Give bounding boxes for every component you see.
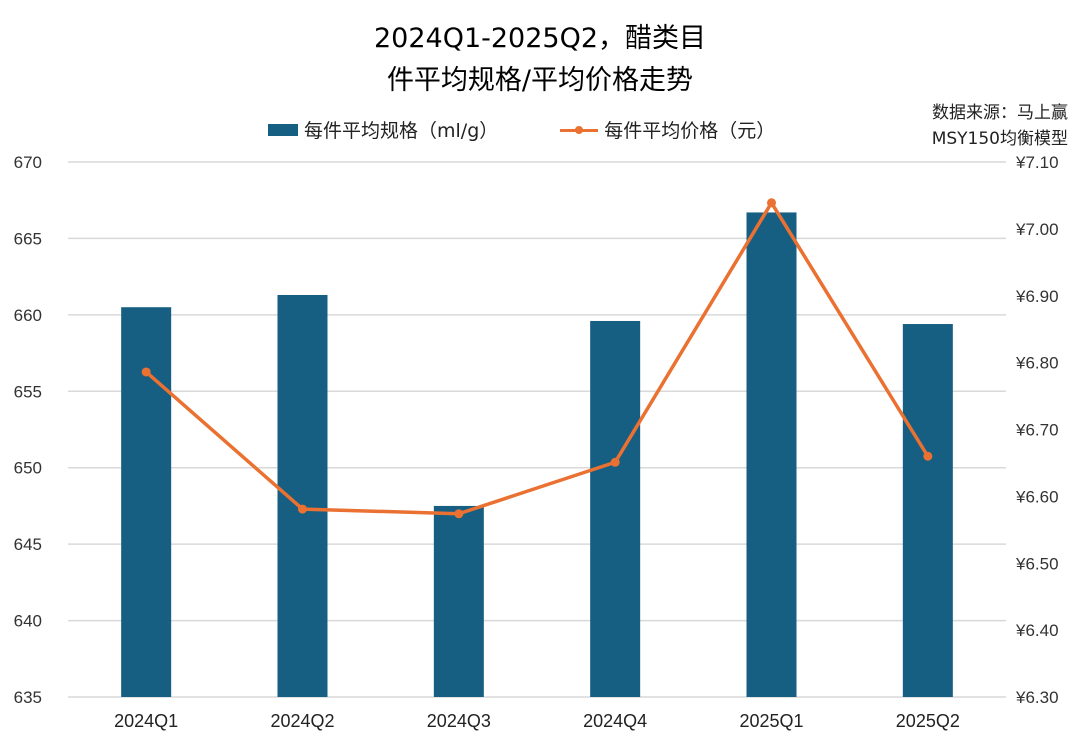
- y-right-tick-label: ¥6.30: [1015, 688, 1059, 707]
- bar: [433, 505, 484, 697]
- price-point: [610, 457, 620, 467]
- y-right-tick-label: ¥6.70: [1015, 421, 1059, 440]
- x-tick-label: 2024Q2: [270, 711, 334, 731]
- x-tick-label: 2025Q1: [739, 711, 803, 731]
- y-right-tick-label: ¥6.80: [1015, 354, 1059, 373]
- price-point: [141, 367, 151, 377]
- y-right-tick-label: ¥7.10: [1015, 153, 1059, 172]
- source-line2: MSY150均衡模型: [931, 129, 1068, 149]
- y-left-tick-label: 645: [14, 535, 42, 554]
- legend-line-label: 每件平均价格（元）: [604, 120, 776, 142]
- price-point: [767, 198, 776, 208]
- y-right-tick-label: ¥7.00: [1015, 220, 1059, 239]
- bar: [902, 324, 953, 697]
- x-tick-label: 2025Q2: [896, 711, 960, 731]
- x-tick-label: 2024Q1: [114, 711, 178, 731]
- price-point: [923, 451, 933, 461]
- y-left-tick-label: 635: [14, 688, 42, 707]
- y-right-tick-label: ¥6.90: [1015, 287, 1059, 306]
- bar: [746, 212, 797, 697]
- x-tick-label: 2024Q3: [427, 711, 491, 731]
- x-tick-label: 2024Q4: [583, 711, 647, 731]
- bar: [590, 320, 641, 697]
- price-point: [298, 504, 307, 514]
- y-left-tick-label: 650: [14, 459, 42, 478]
- y-left-tick-label: 670: [14, 153, 42, 172]
- y-left-tick-label: 640: [14, 612, 42, 631]
- legend-bar-swatch: [268, 123, 298, 136]
- y-left-tick-label: 660: [14, 306, 42, 325]
- legend-line-swatch: [560, 124, 599, 136]
- legend-bar-label: 每件平均规格（ml/g）: [304, 120, 499, 142]
- y-right-tick-label: ¥6.40: [1015, 621, 1059, 640]
- y-right-tick-label: ¥6.50: [1015, 554, 1059, 573]
- y-right-tick-label: ¥6.60: [1015, 487, 1059, 506]
- bar: [121, 307, 172, 697]
- chart-title-line1: 2024Q1-2025Q2，醋类目: [373, 23, 707, 54]
- price-line: [145, 201, 930, 516]
- legend: 每件平均规格（ml/g） 每件平均价格（元）: [268, 116, 775, 143]
- y-left-tick-label: 655: [14, 382, 42, 401]
- source-line1: 数据来源：马上赢: [932, 103, 1068, 123]
- chart-title-line2: 件平均规格/平均价格走势: [386, 65, 694, 96]
- price-point: [454, 509, 464, 519]
- y-left-tick-label: 665: [14, 229, 42, 248]
